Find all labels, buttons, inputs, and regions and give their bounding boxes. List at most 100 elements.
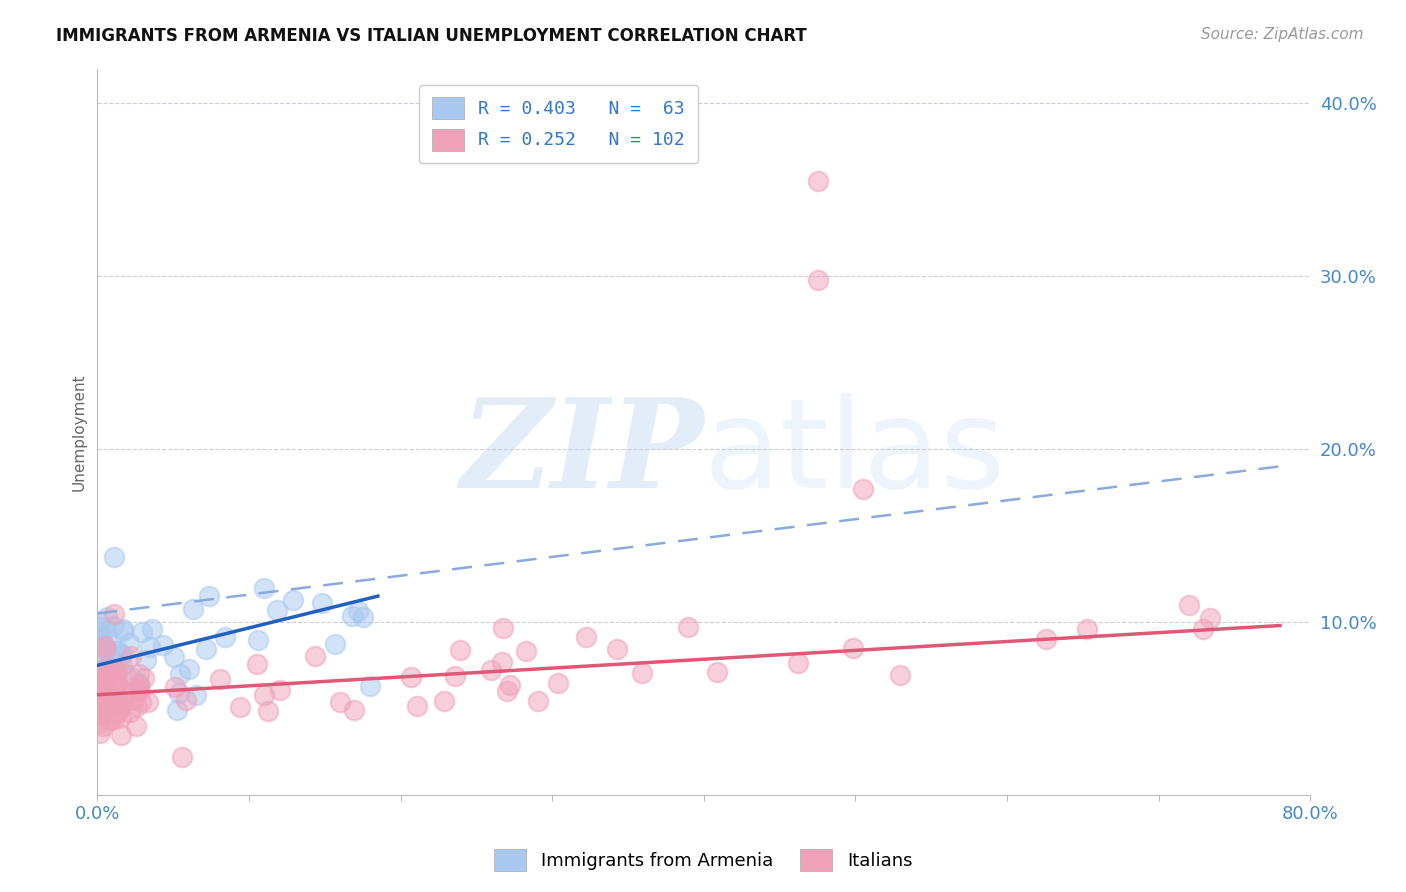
Point [169,667,191,681]
Y-axis label: Unemployment: Unemployment [72,373,86,491]
Point [340,609,363,624]
Point [134,671,156,685]
Point [352,610,374,624]
Point [91,680,114,694]
Point [93,676,115,690]
Point [128,678,150,692]
Point [94,674,117,689]
Point [128,677,150,691]
Point [93,669,115,683]
Point [194,641,217,656]
Point [323,638,346,652]
Point [112,622,135,636]
Point [163,680,186,694]
Point [136,695,159,709]
Point [527,694,550,708]
Point [98,698,121,712]
Point [328,695,350,709]
Point [229,700,252,714]
Point [786,656,808,670]
Point [107,644,129,658]
Point [166,703,188,717]
Point [90,672,112,686]
Point [491,656,513,670]
Point [91,670,114,684]
Point [96,658,118,673]
Point [89,686,111,700]
Point [433,694,456,708]
Point [269,682,291,697]
Point [141,622,163,636]
Point [253,581,276,595]
Point [103,607,125,621]
Point [122,685,145,699]
Point [91,697,114,711]
Point [118,635,141,649]
Point [606,642,628,657]
Point [100,665,122,679]
Point [91,673,114,688]
Point [110,710,132,724]
Point [139,640,162,654]
Point [94,639,117,653]
Point [124,719,146,733]
Point [111,697,134,711]
Point [678,620,700,634]
Point [110,728,132,742]
Point [103,549,125,564]
Text: atlas: atlas [704,393,1005,514]
Point [575,630,598,644]
Legend: R = 0.403   N =  63, R = 0.252   N = 102: R = 0.403 N = 63, R = 0.252 N = 102 [419,85,697,163]
Point [181,602,204,616]
Point [89,683,111,698]
Point [91,673,114,688]
Point [806,174,828,188]
Legend: Immigrants from Armenia, Italians: Immigrants from Armenia, Italians [486,842,920,879]
Point [94,680,117,694]
Point [246,633,269,648]
Point [114,668,136,682]
Point [128,667,150,681]
Point [499,678,522,692]
Point [174,692,197,706]
Point [449,643,471,657]
Point [214,630,236,644]
Point [105,703,128,717]
Point [105,693,128,707]
Point [104,675,127,690]
Point [492,620,515,634]
Point [91,630,114,644]
Point [347,604,370,618]
Point [89,703,111,717]
Point [167,686,190,700]
Point [198,589,221,603]
Point [131,624,153,639]
Point [406,699,429,714]
Point [401,670,423,684]
Point [93,670,115,684]
Point [96,663,118,677]
Point [135,653,157,667]
Point [87,615,110,630]
Point [547,676,569,690]
Point [1178,598,1201,612]
Text: Source: ZipAtlas.com: Source: ZipAtlas.com [1201,27,1364,42]
Point [94,666,117,681]
Point [128,681,150,695]
Point [111,659,134,673]
Point [184,688,207,702]
Point [94,642,117,657]
Point [104,664,127,678]
Point [101,687,124,701]
Point [253,688,276,702]
Point [120,706,142,720]
Point [112,683,135,698]
Point [103,712,125,726]
Point [87,625,110,640]
Point [87,708,110,723]
Point [479,663,502,677]
Point [101,709,124,723]
Point [98,645,121,659]
Point [257,704,280,718]
Point [96,692,118,706]
